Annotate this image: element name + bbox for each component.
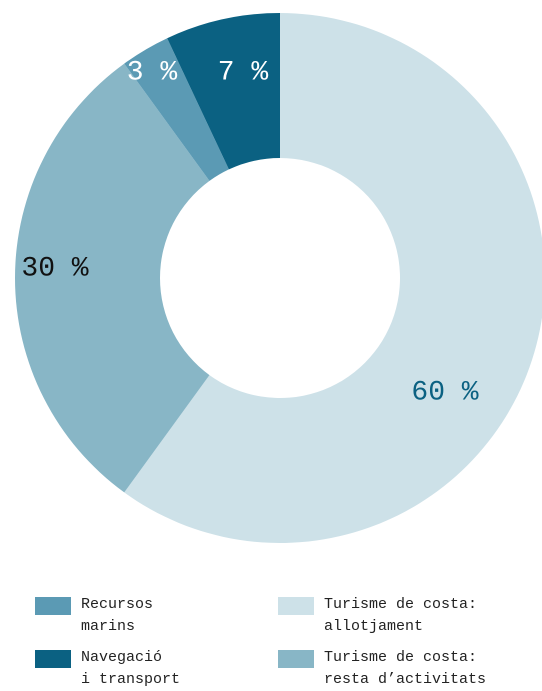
legend-swatch xyxy=(35,597,71,615)
legend-label: Navegació i transport xyxy=(81,649,181,688)
legend-label: Turisme de costa: resta d’activitats xyxy=(324,649,487,688)
data-label: 3 % xyxy=(127,57,178,88)
chart: 60 % 30 % 3 % 7 % xyxy=(14,13,542,543)
legend-item: Turisme de costa: allotjament xyxy=(278,596,478,638)
legend-label: Recursos marins xyxy=(81,596,154,635)
donut-slice xyxy=(124,13,542,543)
data-label: 60 % xyxy=(411,377,478,408)
legend-item: Turisme de costa: resta d’activitats xyxy=(278,649,487,691)
data-label: 7 % xyxy=(218,57,269,88)
legend-swatch xyxy=(35,650,71,668)
legend-swatch xyxy=(278,650,314,668)
data-label: 30 % xyxy=(21,253,88,284)
legend-label: Turisme de costa: allotjament xyxy=(324,596,478,635)
donut-slice xyxy=(14,63,210,493)
legend-item: Navegació i transport xyxy=(35,649,181,691)
donut-slice xyxy=(124,38,229,181)
donut-slice xyxy=(167,13,280,170)
legend-item: Recursos marins xyxy=(35,596,154,638)
legend-swatch xyxy=(278,597,314,615)
